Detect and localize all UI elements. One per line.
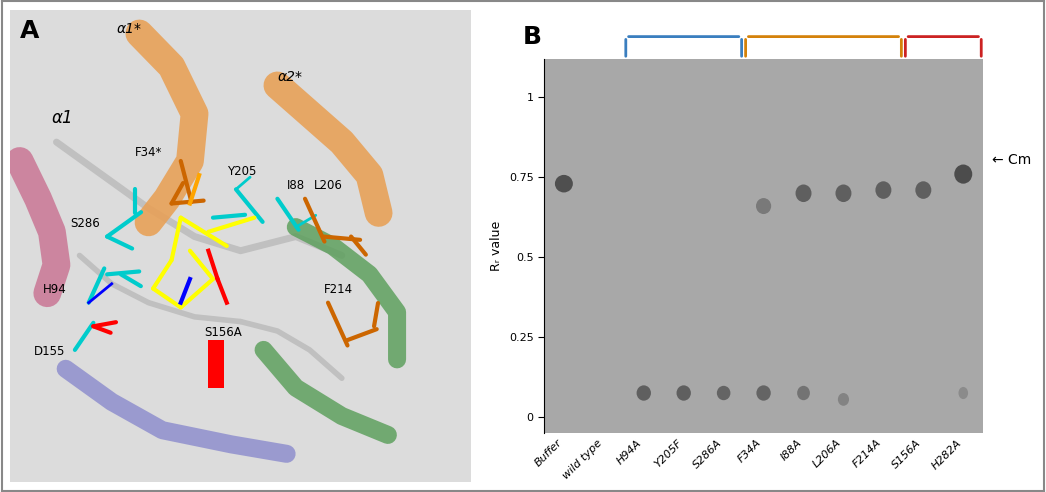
Ellipse shape: [915, 181, 931, 199]
Text: ← Cm: ← Cm: [992, 153, 1031, 167]
Ellipse shape: [836, 184, 851, 202]
Text: α1*: α1*: [116, 23, 141, 36]
Ellipse shape: [958, 387, 968, 399]
Text: L206: L206: [314, 179, 343, 192]
Text: S156A: S156A: [204, 326, 242, 338]
Text: D155: D155: [33, 344, 65, 358]
Text: α2*: α2*: [277, 70, 302, 84]
Ellipse shape: [797, 386, 810, 400]
Ellipse shape: [677, 385, 691, 400]
Text: F214: F214: [323, 283, 353, 296]
Text: I88: I88: [287, 179, 304, 192]
Ellipse shape: [637, 385, 651, 400]
Text: Y205: Y205: [227, 165, 256, 178]
Ellipse shape: [717, 386, 730, 400]
Text: B: B: [523, 25, 542, 49]
Text: A: A: [20, 19, 39, 43]
Ellipse shape: [838, 393, 849, 406]
Ellipse shape: [555, 175, 573, 192]
Text: H94: H94: [43, 283, 67, 296]
Ellipse shape: [876, 181, 891, 199]
Text: S286: S286: [70, 217, 100, 230]
Bar: [208, 340, 225, 388]
Y-axis label: Rᵣ value: Rᵣ value: [491, 221, 503, 271]
Ellipse shape: [954, 164, 972, 184]
Text: F34*: F34*: [135, 146, 162, 159]
Ellipse shape: [756, 385, 771, 400]
Text: α1: α1: [52, 109, 73, 127]
Ellipse shape: [796, 184, 812, 202]
Ellipse shape: [756, 198, 771, 214]
